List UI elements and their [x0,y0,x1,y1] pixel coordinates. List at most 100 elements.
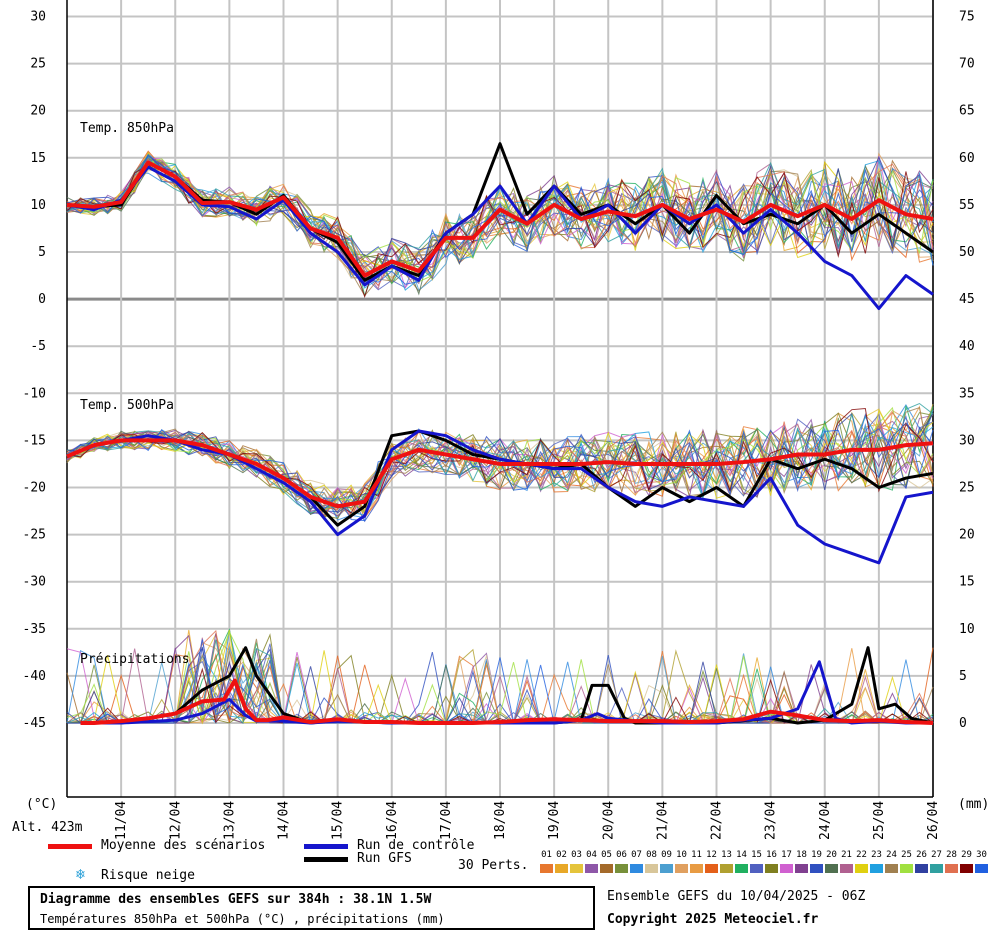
member-number: 21 [841,850,852,860]
member-color-swatch [660,864,673,873]
member-number: 03 [571,850,582,860]
series-line-precip [80,646,934,725]
right-tick-label: 15 [959,575,975,590]
footer-subtitle: Températures 850hPa et 500hPa (°C) , pré… [40,912,445,926]
member-number: 12 [706,850,717,860]
left-axis-unit: (°C) [26,797,58,812]
member-number: 20 [826,850,837,860]
right-tick-label: 60 [959,151,975,166]
member-number: 19 [811,850,822,860]
right-tick-label: 35 [959,386,975,401]
left-tick-label: 5 [38,245,46,260]
left-tick-label: -25 [23,528,46,543]
series-line-precip [80,678,934,725]
member-color-swatch [585,864,598,873]
left-tick-label: -45 [23,716,46,731]
date-tick-label: 15/04 [331,801,346,840]
left-tick-label: -35 [23,622,46,637]
date-tick-label: 22/04 [710,801,725,840]
left-tick-label: 25 [30,57,46,72]
series-line-t850 [66,165,934,311]
left-tick-label: -20 [23,481,46,496]
legend-gfs-label: Run GFS [357,851,412,866]
date-tick-label: 12/04 [168,801,183,840]
member-color-swatch [555,864,568,873]
member-number: 28 [946,850,957,860]
member-color-swatch [630,864,643,873]
member-number: 26 [916,850,927,860]
right-tick-label: 65 [959,104,975,119]
series-line-t850 [66,160,934,278]
member-color-swatch [900,864,913,873]
member-number: 07 [631,850,642,860]
member-number: 22 [856,850,867,860]
perturbation-line-t500 [66,413,934,523]
member-color-swatch [705,864,718,873]
right-tick-label: 25 [959,481,975,496]
right-tick-label: 55 [959,198,975,213]
member-color-swatch [825,864,838,873]
member-color-swatch [930,864,943,873]
member-number: 30 [976,850,987,860]
member-number: 14 [736,850,747,860]
left-tick-label: -5 [30,339,46,354]
date-tick-label: 16/04 [385,801,400,840]
panel-label-precip: Précipitations [80,652,190,667]
date-tick-label: 25/04 [872,801,887,840]
member-color-swatch [735,864,748,873]
date-tick-label: 26/04 [926,801,941,840]
member-number: 24 [886,850,897,860]
legend-perts-label: 30 Perts. [458,858,529,873]
member-number: 29 [961,850,972,860]
member-color-swatch [675,864,688,873]
right-tick-label: 0 [959,716,967,731]
member-number: 05 [601,850,612,860]
member-number: 27 [931,850,942,860]
member-color-swatch [780,864,793,873]
member-number: 06 [616,850,627,860]
member-color-swatch [960,864,973,873]
left-tick-label: -10 [23,386,46,401]
member-color-swatch [765,864,778,873]
date-tick-label: 11/04 [114,801,129,840]
perturbation-line-t850 [66,156,934,278]
series-line-t500 [66,429,934,565]
member-number: 17 [781,850,792,860]
member-color-swatch [885,864,898,873]
perturbation-line-t500 [66,411,934,519]
legend-mean-label: Moyenne des scénarios [101,838,266,853]
member-number: 09 [661,850,672,860]
member-number: 10 [676,850,687,860]
member-number: 08 [646,850,657,860]
member-number: 11 [691,850,702,860]
member-number: 13 [721,850,732,860]
member-color-swatch [645,864,658,873]
legend-mean-line [48,844,92,849]
member-number: 18 [796,850,807,860]
date-tick-label: 19/04 [547,801,562,840]
right-tick-label: 45 [959,292,975,307]
member-color-swatch [840,864,853,873]
right-axis-unit: (mm) [958,797,990,812]
member-number: 16 [766,850,777,860]
left-tick-label: -15 [23,433,46,448]
left-tick-label: -30 [23,575,46,590]
perturbation-line-t850 [66,164,934,299]
legend-control-line [304,844,348,849]
perturbation-line-t500 [66,402,934,514]
member-color-swatch [855,864,868,873]
run-info: Ensemble GEFS du 10/04/2025 - 06Z [607,889,866,904]
date-tick-label: 21/04 [655,801,670,840]
snowflake-icon: ❄ [76,865,86,883]
member-color-swatch [720,864,733,873]
panel-label-t850: Temp. 850hPa [80,121,174,136]
left-tick-label: 30 [30,10,46,25]
date-tick-label: 20/04 [601,801,616,840]
right-tick-label: 50 [959,245,975,260]
right-tick-label: 10 [959,622,975,637]
left-tick-label: 10 [30,198,46,213]
member-color-swatch [750,864,763,873]
perturbation-line-t500 [66,408,934,514]
legend-gfs-line [304,857,348,862]
member-number: 23 [871,850,882,860]
